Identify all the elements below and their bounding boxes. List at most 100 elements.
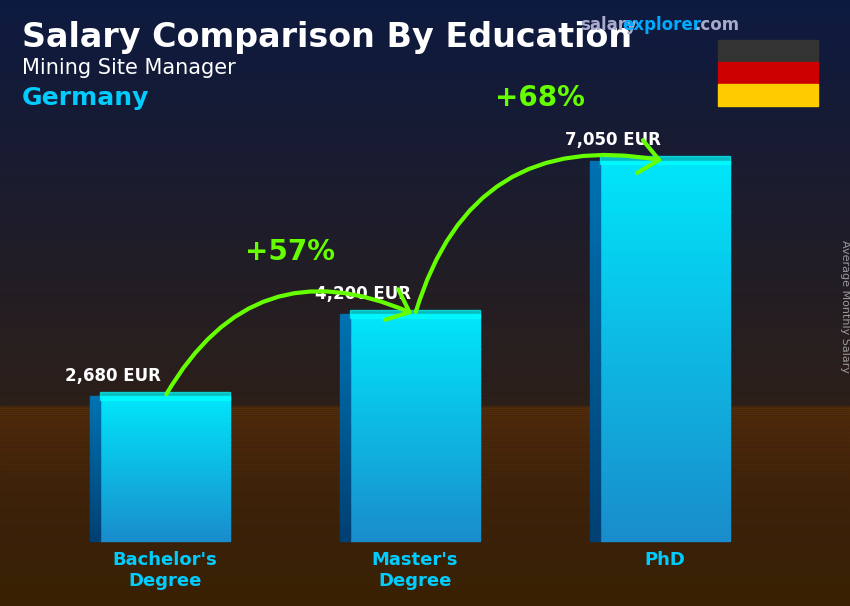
Bar bbox=[340, 518, 350, 522]
Bar bbox=[600, 275, 730, 281]
Bar bbox=[340, 344, 350, 348]
Bar bbox=[100, 439, 230, 442]
Bar bbox=[90, 435, 100, 438]
Bar bbox=[0, 23, 850, 27]
Bar bbox=[100, 432, 230, 435]
Bar bbox=[90, 410, 100, 413]
Bar bbox=[600, 293, 730, 301]
Bar bbox=[350, 525, 480, 530]
Bar bbox=[600, 218, 730, 224]
Bar bbox=[0, 576, 850, 578]
Bar bbox=[350, 329, 480, 333]
Bar bbox=[0, 538, 850, 542]
Bar bbox=[0, 271, 850, 276]
Bar bbox=[0, 147, 850, 152]
Bar bbox=[0, 59, 850, 64]
Bar bbox=[0, 593, 850, 597]
Bar bbox=[100, 521, 230, 524]
Text: .com: .com bbox=[694, 16, 740, 34]
Bar bbox=[0, 329, 850, 333]
Bar bbox=[90, 516, 100, 519]
Bar bbox=[350, 510, 480, 514]
Bar bbox=[100, 509, 230, 512]
Bar bbox=[0, 244, 850, 248]
Bar bbox=[0, 604, 850, 606]
Bar bbox=[590, 192, 600, 199]
Bar bbox=[350, 439, 480, 443]
Bar bbox=[600, 528, 730, 534]
Bar bbox=[90, 466, 100, 469]
Bar bbox=[350, 378, 480, 382]
Bar bbox=[0, 456, 850, 458]
Bar bbox=[0, 465, 850, 468]
Bar bbox=[340, 359, 350, 364]
Bar bbox=[0, 525, 850, 528]
Bar bbox=[0, 384, 850, 388]
Bar bbox=[90, 444, 100, 447]
Bar bbox=[0, 211, 850, 215]
Bar bbox=[90, 418, 100, 421]
Bar bbox=[100, 468, 230, 471]
Bar bbox=[0, 120, 850, 124]
Bar bbox=[0, 529, 850, 533]
Bar bbox=[100, 497, 230, 500]
Text: 7,050 EUR: 7,050 EUR bbox=[565, 131, 660, 149]
Bar bbox=[350, 337, 480, 341]
Bar bbox=[100, 476, 230, 478]
Bar bbox=[590, 319, 600, 325]
Bar bbox=[100, 413, 230, 416]
Bar bbox=[0, 411, 850, 414]
FancyArrowPatch shape bbox=[167, 289, 410, 394]
Bar bbox=[0, 599, 850, 603]
Bar bbox=[0, 435, 850, 439]
Bar bbox=[90, 511, 100, 514]
Bar bbox=[340, 427, 350, 431]
Bar bbox=[100, 415, 230, 418]
Bar bbox=[0, 453, 850, 458]
Bar bbox=[0, 156, 850, 161]
Bar bbox=[0, 35, 850, 39]
Bar bbox=[0, 547, 850, 550]
Bar bbox=[340, 318, 350, 322]
Bar bbox=[0, 411, 850, 415]
Bar bbox=[340, 356, 350, 360]
Bar bbox=[90, 538, 100, 541]
Bar bbox=[0, 559, 850, 564]
Bar bbox=[350, 318, 480, 322]
Bar bbox=[0, 426, 850, 430]
Bar bbox=[340, 363, 350, 367]
Bar bbox=[0, 424, 850, 426]
Bar bbox=[600, 357, 730, 364]
Bar bbox=[0, 531, 850, 534]
Bar bbox=[600, 382, 730, 389]
Bar bbox=[0, 202, 850, 206]
Bar bbox=[340, 522, 350, 526]
Bar bbox=[590, 414, 600, 421]
Bar bbox=[0, 181, 850, 185]
Bar bbox=[0, 504, 850, 506]
Bar bbox=[0, 507, 850, 510]
Bar bbox=[590, 382, 600, 389]
Bar bbox=[0, 427, 850, 430]
Bar bbox=[600, 192, 730, 199]
Bar bbox=[590, 313, 600, 319]
Bar bbox=[350, 503, 480, 507]
Bar bbox=[100, 488, 230, 490]
Bar bbox=[0, 429, 850, 433]
Bar bbox=[0, 459, 850, 464]
Bar bbox=[0, 247, 850, 251]
Bar bbox=[90, 439, 100, 442]
Bar bbox=[0, 284, 850, 288]
Bar bbox=[90, 524, 100, 527]
Bar bbox=[100, 459, 230, 462]
Bar bbox=[0, 451, 850, 454]
Bar bbox=[590, 484, 600, 490]
Bar bbox=[350, 344, 480, 348]
Bar bbox=[0, 478, 850, 482]
Bar bbox=[0, 423, 850, 427]
Bar bbox=[100, 516, 230, 519]
Bar bbox=[340, 503, 350, 507]
Bar bbox=[340, 488, 350, 492]
Bar bbox=[0, 332, 850, 336]
Bar bbox=[350, 522, 480, 526]
